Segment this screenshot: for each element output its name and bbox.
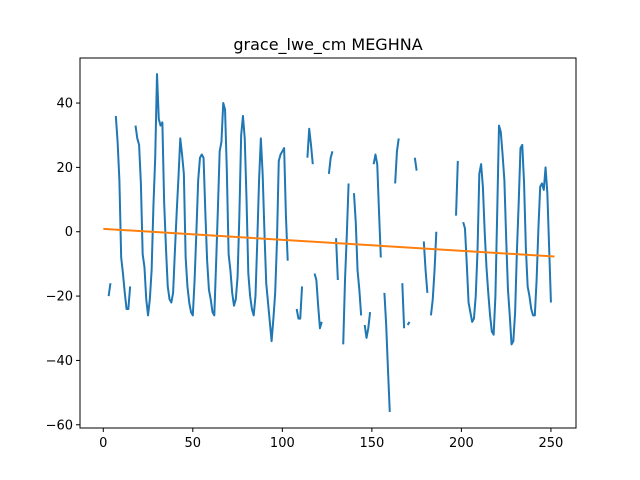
series-line-segment [429,231,438,316]
trend-line [103,227,555,258]
series-line-segment [327,151,334,174]
series-line-segment [372,153,382,258]
chart-title: grace_lwe_cm MEGHNA [233,35,422,55]
series-line-segment [462,124,552,346]
series-line-segment [394,138,400,184]
y-tick-label: 20 [56,161,73,176]
x-tick-label: 100 [270,436,295,451]
series-line-segment [306,127,314,165]
series-line-segment [295,286,304,320]
x-tick-label: 0 [99,436,107,451]
plot-frame [79,57,577,429]
y-tick-label: −60 [46,418,73,433]
series-line-segment [413,157,418,171]
series-line-segment [406,321,411,326]
series-line-segment [455,160,459,216]
series-line-segment [422,241,429,293]
y-axis: −60 −40 −20 0 20 40 [46,97,80,433]
series-line-segment [134,73,289,343]
series-line-segment [401,283,406,329]
x-tick-label: 150 [359,436,384,451]
y-tick-label: 0 [65,225,73,240]
series-line-segment [352,193,363,316]
y-tick-label: −20 [46,290,73,305]
series-line-segment [335,238,339,281]
series-line-segment [114,115,132,310]
x-tick-label: 50 [185,436,202,451]
series-layer [103,73,555,412]
series-line-segment [107,283,112,297]
x-tick-label: 200 [449,436,474,451]
series-line-segment [363,312,372,339]
y-tick-label: −40 [46,354,73,369]
series-line-segment [342,183,350,345]
x-axis: 0 50 100 150 200 250 [99,428,563,451]
y-tick-label: 40 [56,97,73,112]
series-line-segment [313,273,323,330]
x-tick-label: 250 [539,436,564,451]
series-line-segment [383,292,391,412]
